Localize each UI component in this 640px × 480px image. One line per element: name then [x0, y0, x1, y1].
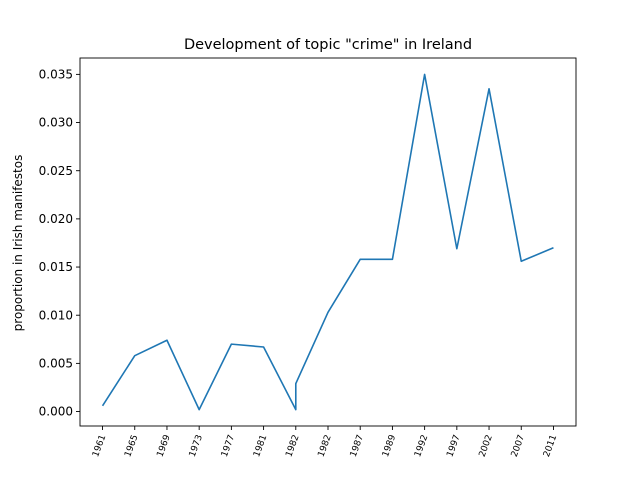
y-tick-label: 0.005	[39, 357, 73, 371]
y-tick-label: 0.035	[39, 68, 73, 82]
y-tick-label: 0.015	[39, 260, 73, 274]
y-axis-label: proportion in Irish manifestos	[11, 155, 25, 332]
series-line-0	[101, 73, 554, 411]
y-tick-label: 0.010	[39, 308, 73, 322]
y-tick-label: 0.000	[39, 405, 73, 419]
y-tick-label: 0.020	[39, 212, 73, 226]
y-tick-label: 0.030	[39, 116, 73, 130]
chart-title: Development of topic "crime" in Ireland	[184, 37, 472, 53]
y-tick-label: 0.025	[39, 164, 73, 178]
